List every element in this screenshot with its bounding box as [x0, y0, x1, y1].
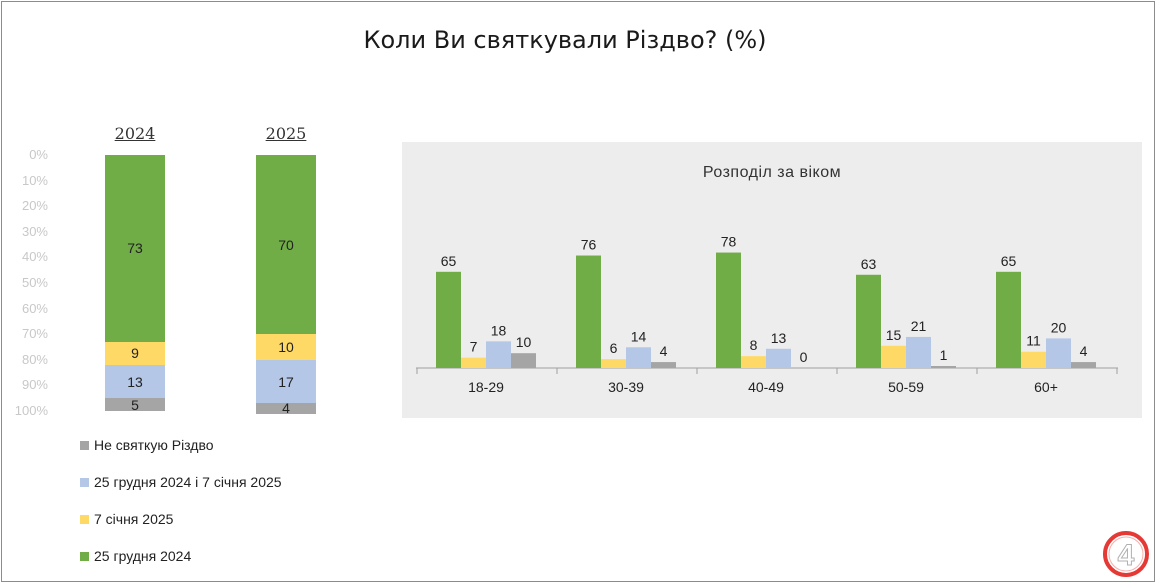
age-bar-both-60+ — [1046, 338, 1071, 368]
age-bar-label: 8 — [750, 337, 758, 353]
bar-segment-none-2024 — [105, 398, 165, 411]
age-category-label: 18-29 — [468, 379, 504, 395]
age-bar-none-60+ — [1071, 362, 1096, 368]
legend-item-jan7: 7 січня 2025 — [80, 511, 173, 527]
legend-label: 25 грудня 2024 — [94, 548, 192, 564]
y-tick-label: 80% — [21, 351, 48, 367]
age-bar-label: 14 — [631, 328, 647, 344]
legend-label: 25 грудня 2024 і 7 січня 2025 — [94, 474, 282, 490]
y-tick-label: 30% — [21, 223, 48, 239]
bar-segment-jan7-2025 — [256, 334, 316, 360]
age-bar-label: 1 — [940, 347, 948, 363]
age-bar-label: 76 — [581, 237, 597, 253]
age-bar-label: 21 — [911, 318, 927, 334]
bar-segment-none-2025 — [256, 403, 316, 414]
legend-swatch — [80, 552, 89, 561]
legend-swatch — [80, 515, 89, 524]
legend-swatch — [80, 441, 89, 450]
legend-swatch — [80, 478, 89, 487]
age-bar-label: 11 — [1026, 333, 1041, 349]
age-bar-dec25-60+ — [996, 271, 1021, 368]
y-tick-label: 50% — [21, 275, 48, 290]
age-category-label: 40-49 — [748, 379, 784, 395]
bar-segment-label: 9 — [131, 345, 139, 362]
bar-segment-jan7-2024 — [105, 341, 165, 365]
bar-segment-label: 10 — [278, 339, 294, 355]
bar-segment-label: 70 — [278, 236, 294, 253]
age-bar-both-18-29 — [486, 341, 511, 368]
age-bar-label: 13 — [771, 330, 787, 346]
age-bar-none-30-39 — [651, 362, 676, 368]
legend-item-none: Не святкую Різдво — [80, 437, 214, 453]
age-breakdown-panel: Розподіл за віком 65 7 18 10 18-29 76 6 14 4 30-3… — [402, 142, 1142, 418]
y-tick-label: 100% — [14, 403, 48, 418]
age-category-label: 60+ — [1034, 379, 1058, 395]
legend-label: Не святкую Різдво — [94, 437, 214, 453]
year-label-2024: 2024 — [114, 124, 156, 143]
legend-item-both: 25 грудня 2024 і 7 січня 2025 — [80, 474, 282, 490]
y-tick-label: 70% — [21, 326, 48, 342]
age-category-label: 30-39 — [608, 379, 644, 395]
age-bar-jan7-18-29 — [461, 357, 486, 368]
age-bar-label: 10 — [516, 334, 532, 350]
age-bar-jan7-30-39 — [601, 359, 626, 368]
age-bar-dec25-50-59 — [856, 274, 881, 368]
y-tick-label: 0% — [29, 147, 48, 162]
age-bar-jan7-40-49 — [741, 356, 766, 368]
age-bar-dec25-40-49 — [716, 252, 741, 368]
y-tick-label: 60% — [21, 300, 48, 316]
age-bar-label: 63 — [861, 256, 877, 272]
age-bar-jan7-50-59 — [881, 345, 906, 368]
age-bar-label: 7 — [470, 339, 478, 355]
age-bar-dec25-18-29 — [436, 271, 461, 368]
year-label-2025: 2025 — [265, 124, 307, 143]
bar-segment-label: 73 — [127, 240, 143, 257]
age-bar-label: 20 — [1051, 319, 1067, 335]
bar-segment-label: 13 — [127, 373, 143, 390]
bar-segment-both-2024 — [105, 364, 165, 399]
age-bar-dec25-30-39 — [576, 255, 601, 368]
age-bar-both-50-59 — [906, 336, 931, 368]
legend-item-dec25: 25 грудня 2024 — [80, 548, 191, 564]
age-bar-label: 65 — [1001, 253, 1017, 269]
age-bar-both-40-49 — [766, 348, 791, 368]
chart-title: Коли Ви святкували Різдво? (%) — [363, 26, 767, 54]
age-bar-jan7-60+ — [1021, 351, 1046, 368]
age-bar-label: 0 — [800, 349, 808, 365]
bar-segment-dec25-2024 — [105, 155, 165, 342]
age-bar-label: 4 — [660, 343, 668, 359]
age-bar-both-30-39 — [626, 347, 651, 368]
age-bar-none-18-29 — [511, 353, 536, 368]
y-tick-label: 40% — [21, 249, 48, 265]
age-bar-label: 4 — [1080, 343, 1088, 359]
age-bar-label: 15 — [886, 327, 902, 343]
legend-label: 7 січня 2025 — [94, 511, 174, 527]
panel-title: Розподіл за віком — [702, 164, 842, 181]
age-bar-label: 65 — [441, 253, 457, 269]
age-bar-label: 78 — [721, 234, 737, 250]
age-bar-label: 6 — [610, 340, 618, 356]
y-tick-label: 10% — [21, 172, 48, 188]
y-tick-label: 20% — [21, 198, 48, 214]
age-bar-none-50-59 — [931, 366, 956, 368]
y-tick-label: 90% — [21, 377, 48, 393]
bar-segment-label: 4 — [282, 400, 290, 417]
age-bar-label: 18 — [491, 322, 507, 338]
bar-segment-dec25-2025 — [256, 155, 316, 335]
channel-logo: 4 — [1102, 530, 1150, 578]
bar-segment-label: 17 — [278, 373, 294, 390]
bar-segment-label: 5 — [131, 396, 139, 413]
age-category-label: 50-59 — [888, 379, 924, 395]
logo-text: 4 — [1118, 539, 1135, 572]
bar-segment-both-2025 — [256, 359, 316, 404]
